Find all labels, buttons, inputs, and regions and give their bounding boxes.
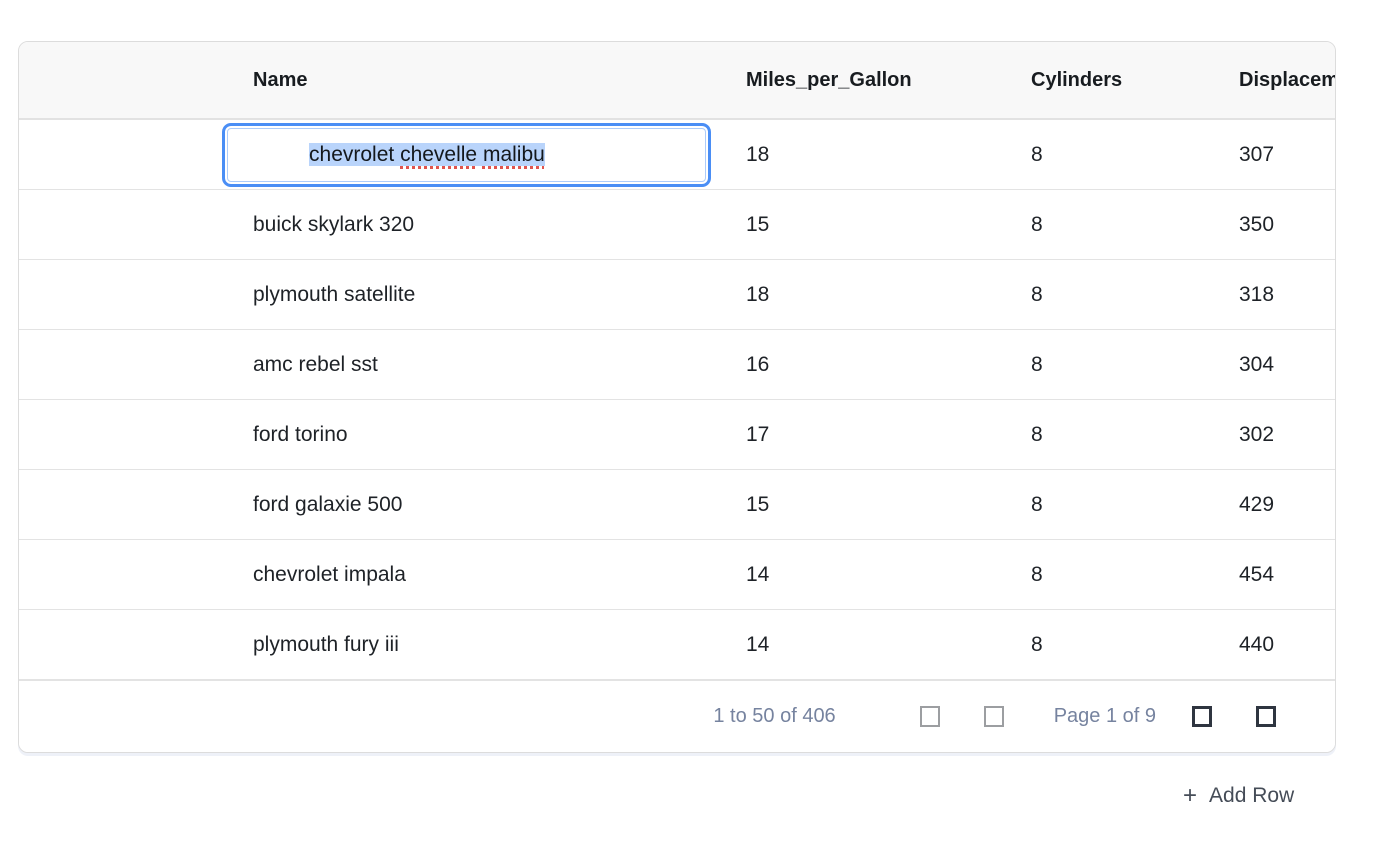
- cylinders-cell[interactable]: 8: [1031, 212, 1043, 236]
- displacement-cell[interactable]: 318: [1239, 282, 1275, 306]
- name-cell[interactable]: amc rebel sst: [253, 352, 378, 376]
- data-grid: Name Miles_per_Gallon Cylinders Displace…: [18, 41, 1336, 753]
- column-header-label: Name: [253, 68, 308, 91]
- table-row: plymouth fury iii 14 8 440: [19, 610, 1335, 680]
- table-row: amc rebel sst 16 8 304: [19, 330, 1335, 400]
- cylinders-cell[interactable]: 8: [1031, 632, 1043, 656]
- cylinders-cell[interactable]: 8: [1031, 562, 1043, 586]
- editor-text-segment: [477, 143, 483, 166]
- mpg-cell[interactable]: 15: [746, 212, 770, 236]
- last-page-icon[interactable]: [1256, 706, 1276, 727]
- add-row-label: Add Row: [1209, 784, 1295, 807]
- row-drag-cell[interactable]: [19, 190, 222, 259]
- row-drag-cell[interactable]: [19, 470, 222, 539]
- cylinders-cell[interactable]: 8: [1031, 142, 1043, 166]
- header-cell-empty: [19, 42, 222, 118]
- name-cell[interactable]: ford torino: [253, 422, 348, 446]
- pagination-bar: 1 to 50 of 406 Page 1 of 9: [19, 680, 1335, 752]
- displacement-cell[interactable]: 440: [1239, 632, 1275, 656]
- first-page-icon[interactable]: [919, 706, 940, 727]
- displacement-cell[interactable]: 302: [1239, 422, 1275, 446]
- mpg-cell[interactable]: 18: [746, 282, 770, 306]
- editor-misspelled-word: chevelle: [400, 143, 478, 166]
- grid-body: chevrolet chevelle malibu 18 8 307 buick…: [19, 120, 1335, 680]
- next-page-icon[interactable]: [1192, 706, 1212, 727]
- row-drag-cell[interactable]: [19, 330, 222, 399]
- mpg-cell[interactable]: 16: [746, 352, 770, 376]
- name-cell[interactable]: chevrolet chevelle malibu: [222, 120, 711, 189]
- name-cell[interactable]: plymouth satellite: [253, 282, 416, 306]
- header-cell-displacement[interactable]: Displacement: [1203, 42, 1335, 118]
- cylinders-cell[interactable]: 8: [1031, 282, 1043, 306]
- displacement-cell[interactable]: 304: [1239, 352, 1275, 376]
- displacement-cell[interactable]: 350: [1239, 212, 1275, 236]
- row-drag-cell[interactable]: [19, 120, 222, 189]
- mpg-cell[interactable]: 14: [746, 632, 770, 656]
- name-cell[interactable]: plymouth fury iii: [253, 632, 399, 656]
- row-drag-cell[interactable]: [19, 260, 222, 329]
- column-header-label: Displacement: [1239, 68, 1335, 91]
- mpg-cell[interactable]: 14: [746, 562, 770, 586]
- cylinders-cell[interactable]: 8: [1031, 422, 1043, 446]
- mpg-cell[interactable]: 18: [746, 142, 770, 166]
- page-status: Page 1 of 9: [1053, 705, 1156, 727]
- name-cell[interactable]: ford galaxie 500: [253, 492, 403, 516]
- row-drag-cell[interactable]: [19, 400, 222, 469]
- editor-misspelled-word: malibu: [482, 143, 545, 166]
- row-range-summary: 1 to 50 of 406: [713, 705, 836, 727]
- table-row: chevrolet chevelle malibu 18 8 307: [19, 120, 1335, 190]
- cell-editor[interactable]: chevrolet chevelle malibu: [222, 123, 711, 187]
- plus-icon: +: [1183, 782, 1198, 809]
- displacement-cell[interactable]: 454: [1239, 562, 1275, 586]
- cylinders-cell[interactable]: 8: [1031, 352, 1043, 376]
- header-cell-name[interactable]: Name: [222, 42, 710, 118]
- displacement-cell[interactable]: 429: [1239, 492, 1275, 516]
- editor-text-segment: chevrolet: [309, 143, 401, 166]
- mpg-cell[interactable]: 15: [746, 492, 770, 516]
- mpg-cell[interactable]: 17: [746, 422, 770, 446]
- table-row: plymouth satellite 18 8 318: [19, 260, 1335, 330]
- cylinders-cell[interactable]: 8: [1031, 492, 1043, 516]
- previous-page-icon[interactable]: [983, 706, 1004, 727]
- column-header-label: Cylinders: [1031, 68, 1123, 91]
- header-cell-cylinders[interactable]: Cylinders: [1001, 42, 1203, 118]
- table-row: buick skylark 320 15 8 350: [19, 190, 1335, 260]
- row-drag-cell[interactable]: [19, 610, 222, 679]
- table-row: chevrolet impala 14 8 454: [19, 540, 1335, 610]
- table-row: ford torino 17 8 302: [19, 400, 1335, 470]
- displacement-cell[interactable]: 307: [1239, 142, 1275, 166]
- name-cell[interactable]: buick skylark 320: [253, 212, 415, 236]
- table-row: ford galaxie 500 15 8 429: [19, 470, 1335, 540]
- column-header-label: Miles_per_Gallon: [746, 68, 912, 91]
- name-cell[interactable]: chevrolet impala: [253, 562, 406, 586]
- header-cell-miles-per-gallon[interactable]: Miles_per_Gallon: [710, 42, 1001, 118]
- grid-header-row: Name Miles_per_Gallon Cylinders Displace…: [19, 42, 1335, 120]
- row-drag-cell[interactable]: [19, 540, 222, 609]
- add-row-button[interactable]: + Add Row: [1183, 784, 1294, 808]
